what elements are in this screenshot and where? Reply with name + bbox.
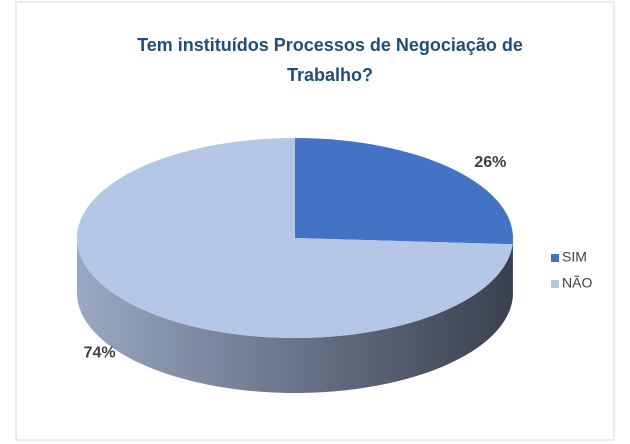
slice <box>76 138 513 339</box>
slice-side <box>77 238 513 393</box>
chart-title: Tem instituídos Processos de Negociação … <box>137 35 523 85</box>
data-label: 74% <box>84 345 116 362</box>
slice <box>295 138 513 245</box>
legend-swatch <box>551 280 559 288</box>
legend-swatch <box>551 254 559 262</box>
legend-label: SIM <box>562 249 587 265</box>
legend-label: NÃO <box>562 275 592 291</box>
data-label: 26% <box>474 154 506 171</box>
